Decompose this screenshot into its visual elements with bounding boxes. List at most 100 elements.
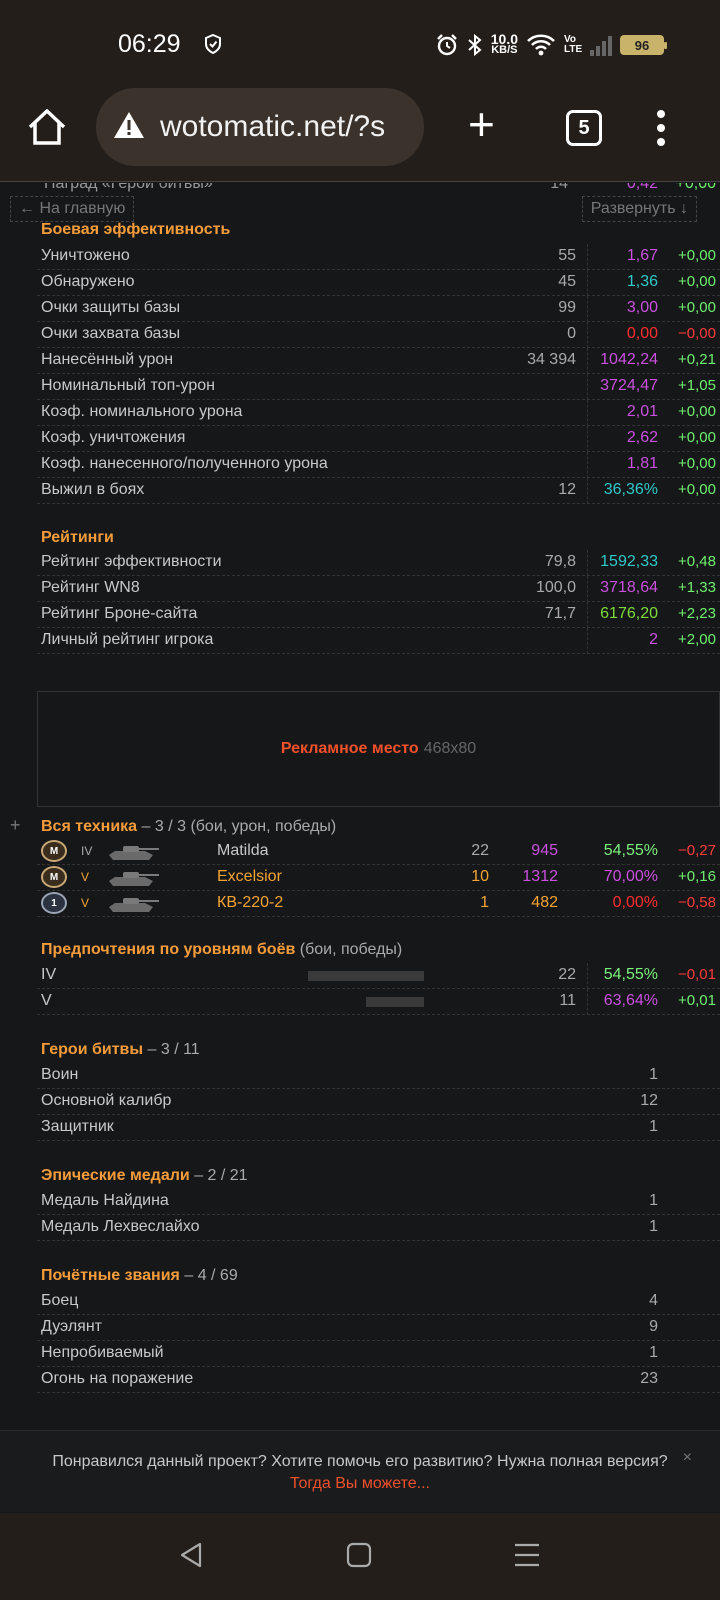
vehicle-row[interactable]: M V Excelsior 10 1312 70,00% +0,16 bbox=[37, 865, 720, 891]
award-count: 1 bbox=[649, 1192, 658, 1209]
award-label: Медаль Лехвеслайхо bbox=[41, 1218, 200, 1235]
ad-size: 468x80 bbox=[423, 740, 477, 757]
cut-row-delta: +0,00 bbox=[675, 183, 716, 192]
heroes-section-title: Герои битвы – 3 / 11 bbox=[41, 1041, 200, 1058]
stat-label: Рейтинг эффективности bbox=[41, 553, 222, 570]
expand-plus-icon[interactable]: + bbox=[10, 815, 21, 835]
vehicle-name[interactable]: КВ-220-2 bbox=[217, 894, 284, 911]
expand-button[interactable]: Развернуть ↓ bbox=[581, 196, 697, 222]
mastery-badge-label: M bbox=[49, 871, 59, 883]
close-icon[interactable]: × bbox=[682, 1449, 692, 1466]
column-divider bbox=[587, 452, 588, 478]
stat-row: Очки захвата базы 0 0,00 −0,00 bbox=[37, 322, 720, 348]
stat-average: 1042,24 bbox=[600, 351, 658, 368]
vehicle-battles: 10 bbox=[471, 868, 489, 885]
column-divider bbox=[587, 400, 588, 426]
honors-section-title: Почётные звания – 4 / 69 bbox=[41, 1267, 238, 1284]
vehicle-row[interactable]: 1 V КВ-220-2 1 482 0,00% −0,58 bbox=[37, 891, 720, 917]
award-count: 4 bbox=[649, 1292, 658, 1309]
stat-value: 34 394 bbox=[527, 351, 576, 368]
tier-label: V bbox=[41, 992, 52, 1009]
home-icon[interactable] bbox=[26, 106, 68, 148]
vehicle-tier: V bbox=[81, 896, 90, 910]
cut-row-label: Наград «Герой битвы» bbox=[44, 183, 213, 192]
stat-label: Коэф. уничтожения bbox=[41, 429, 186, 446]
stat-row: Личный рейтинг игрока 2 +2,00 bbox=[37, 628, 720, 654]
award-count: 1 bbox=[649, 1118, 658, 1135]
tier-label: IV bbox=[41, 966, 57, 983]
vehicle-battles: 1 bbox=[480, 894, 489, 911]
vehicles-section-title[interactable]: Вся техника – 3 / 3 (бои, урон, победы) bbox=[41, 818, 337, 835]
tier-battles: 22 bbox=[558, 966, 576, 983]
stat-value: 99 bbox=[558, 299, 576, 316]
stat-label: Коэф. номинального урона bbox=[41, 403, 243, 420]
award-count: 9 bbox=[649, 1318, 658, 1335]
stat-value: 45 bbox=[558, 273, 576, 290]
tab-count: 5 bbox=[578, 116, 590, 139]
tier-delta: +0,01 bbox=[678, 992, 716, 1009]
vehicle-row[interactable]: M IV Matilda 22 945 54,55% −0,27 bbox=[37, 839, 720, 865]
stat-value: 71,7 bbox=[544, 605, 576, 622]
home-link-button[interactable]: ← На главную bbox=[10, 196, 135, 222]
stat-value: 100,0 bbox=[535, 579, 576, 596]
stat-value: 12 bbox=[558, 481, 576, 498]
stat-average: 1,67 bbox=[626, 247, 658, 264]
vehicle-damage: 945 bbox=[531, 842, 558, 859]
network-speed: 10.0 KB/S bbox=[490, 31, 518, 56]
column-divider bbox=[587, 348, 588, 374]
mastery-badge-label: 1 bbox=[51, 897, 57, 909]
support-link[interactable]: Тогда Вы можете... bbox=[289, 1475, 430, 1492]
more-menu-icon[interactable] bbox=[656, 110, 666, 146]
warning-icon[interactable] bbox=[112, 110, 146, 140]
new-tab-button[interactable]: + bbox=[468, 98, 495, 150]
tab-switcher-button[interactable]: 5 bbox=[566, 110, 602, 146]
award-count: 12 bbox=[640, 1092, 658, 1109]
stat-delta: +0,00 bbox=[678, 429, 716, 446]
stat-row: Нанесённый урон 34 394 1042,24 +0,21 bbox=[37, 348, 720, 374]
award-label: Защитник bbox=[41, 1118, 114, 1135]
vehicle-delta: −0,27 bbox=[678, 842, 716, 859]
wifi-icon bbox=[527, 34, 555, 56]
column-divider bbox=[587, 296, 588, 322]
recents-menu-icon[interactable] bbox=[512, 1541, 542, 1569]
stat-delta: +2,00 bbox=[678, 631, 716, 648]
award-count: 1 bbox=[649, 1344, 658, 1361]
stat-row: Коэф. номинального урона 2,01 +0,00 bbox=[37, 400, 720, 426]
column-divider bbox=[587, 550, 588, 576]
home-nav-icon[interactable] bbox=[346, 1541, 372, 1569]
column-divider bbox=[587, 628, 588, 654]
award-label: Дуэлянт bbox=[41, 1318, 102, 1335]
stat-label: Очки защиты базы bbox=[41, 299, 181, 316]
status-icons: 10.0 KB/S Vo LTE 96 bbox=[435, 30, 667, 60]
award-row: Защитник 1 bbox=[37, 1115, 720, 1141]
signal-icon bbox=[590, 34, 612, 56]
column-divider bbox=[587, 478, 588, 504]
stat-average: 1,36 bbox=[626, 273, 658, 290]
award-row: Медаль Найдина 1 bbox=[37, 1189, 720, 1215]
award-label: Воин bbox=[41, 1066, 79, 1083]
stat-average: 3,00 bbox=[626, 299, 658, 316]
vehicle-winrate: 70,00% bbox=[603, 868, 658, 885]
stat-average: 3718,64 bbox=[600, 579, 658, 596]
stat-average: 6176,20 bbox=[600, 605, 658, 622]
column-divider bbox=[587, 270, 588, 296]
vehicle-name[interactable]: Matilda bbox=[217, 842, 269, 859]
stat-delta: +0,00 bbox=[678, 299, 716, 316]
url-text[interactable]: wotomatic.net/?s bbox=[160, 110, 386, 143]
stat-row: Коэф. нанесенного/полученного урона 1,81 +… bbox=[37, 452, 720, 478]
stat-value: 79,8 bbox=[544, 553, 576, 570]
stat-row: Выжил в боях 12 36,36% +0,00 bbox=[37, 478, 720, 504]
address-bar[interactable]: wotomatic.net/?s bbox=[96, 88, 424, 166]
stat-delta: +0,00 bbox=[678, 403, 716, 420]
vehicle-name[interactable]: Excelsior bbox=[217, 868, 282, 885]
stat-delta: +0,21 bbox=[678, 351, 716, 368]
award-row: Медаль Лехвеслайхо 1 bbox=[37, 1215, 720, 1241]
ad-placeholder[interactable]: Рекламное место 468x80 bbox=[37, 691, 720, 807]
epic-section-title: Эпические медали – 2 / 21 bbox=[41, 1167, 248, 1184]
back-icon[interactable] bbox=[178, 1541, 204, 1569]
vehicle-tier: V bbox=[81, 870, 90, 884]
stat-label: Нанесённый урон bbox=[41, 351, 174, 368]
award-label: Непробиваемый bbox=[41, 1344, 164, 1361]
status-bar: 06:29 10.0 KB/S Vo LTE 96 bbox=[0, 0, 720, 88]
stat-row: Коэф. уничтожения 2,62 +0,00 bbox=[37, 426, 720, 452]
